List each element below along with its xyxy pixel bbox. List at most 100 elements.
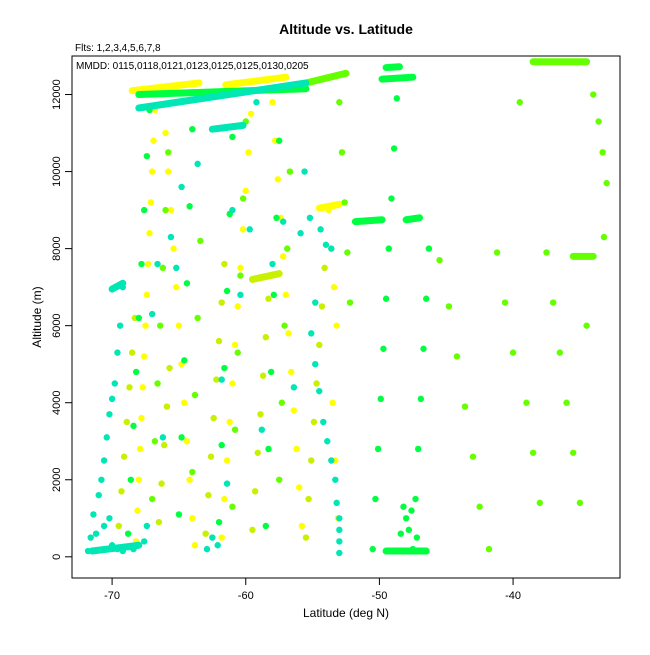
data-point (100, 522, 108, 530)
data-point (332, 476, 339, 483)
data-point (209, 534, 216, 541)
data-point (115, 522, 122, 530)
data-point (213, 376, 220, 383)
data-point (140, 206, 148, 214)
data-point (336, 515, 343, 522)
data-point (305, 495, 312, 503)
data-point (239, 195, 247, 202)
data-point (380, 345, 387, 352)
data-point (369, 545, 376, 553)
data-point (151, 438, 159, 445)
data-point (556, 349, 564, 356)
data-point (114, 545, 121, 553)
data-point (249, 526, 256, 534)
data-point (283, 245, 291, 252)
data-point (223, 480, 231, 487)
data-point (414, 445, 422, 453)
data-point (461, 403, 469, 410)
data-point (321, 264, 328, 272)
data-point (247, 110, 255, 117)
y-tick-label: 4000 (51, 390, 63, 414)
data-point (265, 445, 272, 453)
data-point (239, 226, 247, 233)
data-point (126, 384, 133, 391)
data-point (159, 434, 167, 441)
data-point (583, 322, 590, 329)
data-point (231, 426, 239, 433)
data-point (218, 534, 225, 541)
y-tick-label: 8000 (51, 236, 63, 260)
data-point (402, 515, 410, 522)
data-point (118, 488, 125, 495)
data-point (202, 530, 209, 537)
data-point (397, 530, 404, 537)
y-tick-label: 10000 (51, 156, 63, 187)
data-point (132, 368, 140, 376)
data-point (290, 407, 298, 414)
data-point (453, 353, 461, 360)
data-point (286, 168, 294, 175)
data-point (194, 314, 201, 322)
data-point (189, 468, 196, 476)
flight-track-segment (208, 121, 247, 133)
data-point (529, 449, 537, 456)
data-point (324, 438, 331, 445)
data-point (336, 526, 343, 534)
data-point (148, 310, 156, 318)
data-point (316, 341, 323, 349)
data-point (144, 260, 152, 268)
data-point (382, 295, 390, 302)
dates-annotation: MMDD: 0115,0118,0121,0123,0125,0125,0130… (76, 61, 309, 72)
data-point (143, 522, 151, 530)
data-point (98, 476, 105, 483)
data-point (278, 399, 286, 406)
data-point (140, 353, 148, 360)
data-point (108, 542, 116, 549)
data-point (333, 499, 340, 507)
flight-track-segment (302, 69, 350, 87)
data-point (138, 260, 145, 268)
data-point (242, 187, 249, 195)
data-point (215, 518, 223, 526)
data-point (600, 233, 608, 241)
data-point (312, 360, 319, 368)
data-point (388, 195, 395, 202)
x-axis: -70 -60 -50 -40 (104, 577, 521, 602)
data-point (316, 387, 323, 395)
data-point (103, 434, 110, 441)
data-point (134, 507, 141, 514)
data-point (237, 291, 244, 299)
data-point (422, 295, 430, 302)
data-point (218, 376, 225, 383)
data-point (400, 503, 407, 510)
data-point (251, 488, 259, 495)
x-tick-label: -50 (371, 590, 387, 602)
data-point (135, 314, 143, 322)
data-point (120, 453, 128, 460)
data-point (425, 245, 433, 252)
data-point (285, 330, 292, 337)
data-point (281, 322, 288, 329)
data-point (476, 503, 483, 510)
data-point (536, 499, 544, 507)
data-point (207, 453, 215, 460)
data-point (106, 515, 113, 522)
data-point (262, 334, 270, 341)
x-tick-label: -70 (104, 590, 120, 602)
data-point (124, 543, 132, 551)
data-point (330, 283, 338, 291)
data-point (262, 522, 270, 530)
data-point (372, 495, 379, 503)
data-point (140, 538, 148, 545)
data-point (226, 418, 233, 426)
data-point (173, 264, 180, 272)
data-point (603, 179, 610, 187)
data-point (270, 291, 278, 299)
data-point (234, 303, 241, 310)
data-point (215, 337, 223, 345)
data-point (194, 160, 201, 168)
data-point (123, 418, 130, 426)
data-point (229, 133, 236, 141)
data-point (265, 295, 272, 302)
